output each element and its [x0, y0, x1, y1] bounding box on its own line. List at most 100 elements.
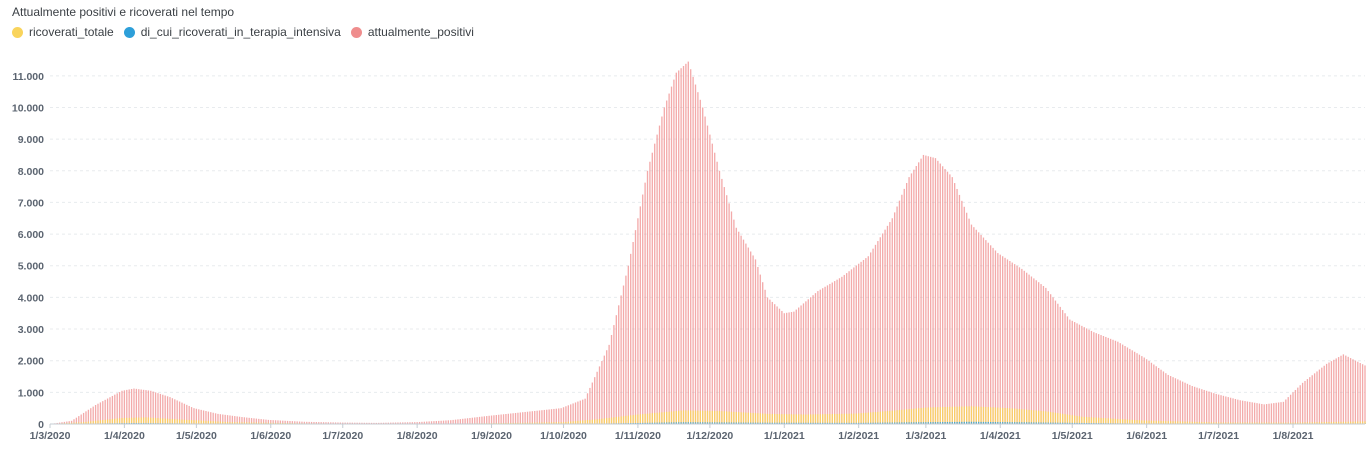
- bar-di_cui_ricoverati_in_terapia_intensiva: [716, 422, 718, 424]
- bar-di_cui_ricoverati_in_terapia_intensiva: [774, 422, 776, 424]
- bar-ricoverati_totale: [1210, 422, 1213, 424]
- bar-di_cui_ricoverati_in_terapia_intensiva: [714, 422, 716, 424]
- bar-attualmente_positivi: [229, 415, 231, 424]
- bar-attualmente_positivi: [130, 388, 133, 424]
- bar-attualmente_positivi: [303, 421, 306, 424]
- bar-di_cui_ricoverati_in_terapia_intensiva: [800, 422, 802, 424]
- bar-di_cui_ricoverati_in_terapia_intensiva: [654, 422, 656, 424]
- bar-di_cui_ricoverati_in_terapia_intensiva: [934, 422, 937, 424]
- bar-di_cui_ricoverati_in_terapia_intensiva: [1025, 422, 1028, 424]
- bar-attualmente_positivi: [198, 409, 200, 424]
- bar-attualmente_positivi: [1001, 256, 1004, 424]
- bar-di_cui_ricoverati_in_terapia_intensiva: [1013, 422, 1016, 424]
- bar-ricoverati_totale: [716, 410, 718, 424]
- bar-ricoverati_totale: [70, 422, 73, 424]
- bar-ricoverati_totale: [589, 419, 591, 424]
- bar-attualmente_positivi: [99, 402, 102, 424]
- bar-attualmente_positivi: [174, 399, 176, 424]
- bar-ricoverati_totale: [1172, 421, 1174, 424]
- bar-attualmente_positivi: [217, 413, 219, 424]
- bar-ricoverati_totale: [1169, 421, 1172, 424]
- bar-attualmente_positivi: [241, 417, 243, 424]
- bar-di_cui_ricoverati_in_terapia_intensiva: [915, 422, 917, 424]
- bar-attualmente_positivi: [289, 421, 291, 424]
- bar-attualmente_positivi: [1270, 403, 1273, 424]
- bar-ricoverati_totale: [541, 422, 543, 424]
- bar-di_cui_ricoverati_in_terapia_intensiva: [1054, 422, 1057, 424]
- bar-attualmente_positivi: [1006, 259, 1009, 424]
- legend-item-ricoverati-totale[interactable]: ricoverati_totale: [12, 25, 114, 39]
- x-tick-label: 1/1/2021: [764, 430, 805, 442]
- bar-ricoverati_totale: [838, 413, 841, 424]
- bar-ricoverati_totale: [834, 413, 836, 424]
- legend-dot-terapia-intensiva: [123, 26, 135, 38]
- bar-attualmente_positivi: [394, 422, 397, 424]
- bar-attualmente_positivi: [135, 388, 138, 424]
- bar-attualmente_positivi: [642, 194, 644, 424]
- x-tick-label: 1/7/2020: [322, 430, 363, 442]
- bar-attualmente_positivi: [308, 421, 310, 424]
- bar-ricoverati_totale: [543, 422, 545, 424]
- legend-item-terapia-intensiva[interactable]: di_cui_ricoverati_in_terapia_intensiva: [123, 25, 341, 39]
- bar-di_cui_ricoverati_in_terapia_intensiva: [908, 422, 910, 424]
- bar-ricoverati_totale: [606, 418, 608, 424]
- bar-ricoverati_totale: [1009, 408, 1011, 424]
- bar-attualmente_positivi: [766, 297, 769, 424]
- bar-attualmente_positivi: [1352, 359, 1354, 424]
- bar-attualmente_positivi: [1042, 285, 1045, 424]
- x-tick-label: 1/12/2020: [687, 430, 734, 442]
- bar-attualmente_positivi: [668, 93, 670, 425]
- bar-attualmente_positivi: [1119, 343, 1121, 424]
- bar-di_cui_ricoverati_in_terapia_intensiva: [798, 422, 800, 424]
- bar-di_cui_ricoverati_in_terapia_intensiva: [874, 422, 877, 424]
- bar-di_cui_ricoverati_in_terapia_intensiva: [697, 422, 699, 424]
- bar-ricoverati_totale: [1222, 422, 1225, 424]
- bar-attualmente_positivi: [1345, 355, 1347, 424]
- bar-ricoverati_totale: [685, 410, 687, 424]
- bar-attualmente_positivi: [654, 143, 656, 425]
- bar-ricoverati_totale: [126, 417, 128, 424]
- y-tick-label: 4.000: [18, 292, 44, 304]
- bar-ricoverati_totale: [517, 422, 519, 424]
- bar-di_cui_ricoverati_in_terapia_intensiva: [646, 422, 649, 424]
- bar-attualmente_positivi: [692, 76, 694, 424]
- bar-ricoverati_totale: [620, 416, 622, 424]
- bar-attualmente_positivi: [219, 414, 222, 424]
- legend-item-attualmente-positivi[interactable]: attualmente_positivi: [350, 25, 474, 39]
- bar-ricoverati_totale: [1354, 421, 1357, 424]
- bar-ricoverati_totale: [1342, 421, 1345, 424]
- bar-ricoverati_totale: [922, 407, 925, 424]
- bar-ricoverati_totale: [1136, 420, 1138, 424]
- bar-attualmente_positivi: [92, 406, 94, 424]
- bar-attualmente_positivi: [606, 350, 608, 424]
- bar-di_cui_ricoverati_in_terapia_intensiva: [656, 422, 658, 424]
- bar-ricoverati_totale: [954, 406, 956, 424]
- bar-ricoverati_totale: [253, 422, 255, 424]
- bar-attualmente_positivi: [1030, 276, 1033, 424]
- bar-attualmente_positivi: [574, 402, 577, 424]
- bar-ricoverati_totale: [1018, 409, 1021, 424]
- bar-ricoverati_totale: [114, 418, 116, 424]
- bar-di_cui_ricoverati_in_terapia_intensiva: [886, 422, 889, 424]
- bar-di_cui_ricoverati_in_terapia_intensiva: [1011, 422, 1013, 424]
- bar-attualmente_positivi: [781, 310, 783, 424]
- bar-di_cui_ricoverati_in_terapia_intensiva: [1040, 422, 1042, 424]
- bar-attualmente_positivi: [1253, 402, 1256, 424]
- bar-ricoverati_totale: [850, 413, 853, 424]
- bar-ricoverati_totale: [790, 414, 793, 424]
- bar-ricoverati_totale: [1258, 422, 1261, 424]
- bar-attualmente_positivi: [1354, 360, 1357, 424]
- bar-attualmente_positivi: [462, 418, 464, 424]
- bar-ricoverati_totale: [1261, 422, 1263, 424]
- bar-attualmente_positivi: [1340, 355, 1342, 424]
- bar-attualmente_positivi: [625, 275, 627, 424]
- bar-attualmente_positivi: [262, 419, 265, 424]
- bar-ricoverati_totale: [706, 410, 709, 424]
- bar-ricoverati_totale: [231, 422, 234, 424]
- bar-attualmente_positivi: [1193, 386, 1196, 424]
- bar-attualmente_positivi: [416, 422, 418, 424]
- bar-attualmente_positivi: [294, 421, 296, 424]
- bar-attualmente_positivi: [584, 398, 586, 424]
- bar-attualmente_positivi: [879, 237, 881, 424]
- bar-di_cui_ricoverati_in_terapia_intensiva: [865, 422, 867, 424]
